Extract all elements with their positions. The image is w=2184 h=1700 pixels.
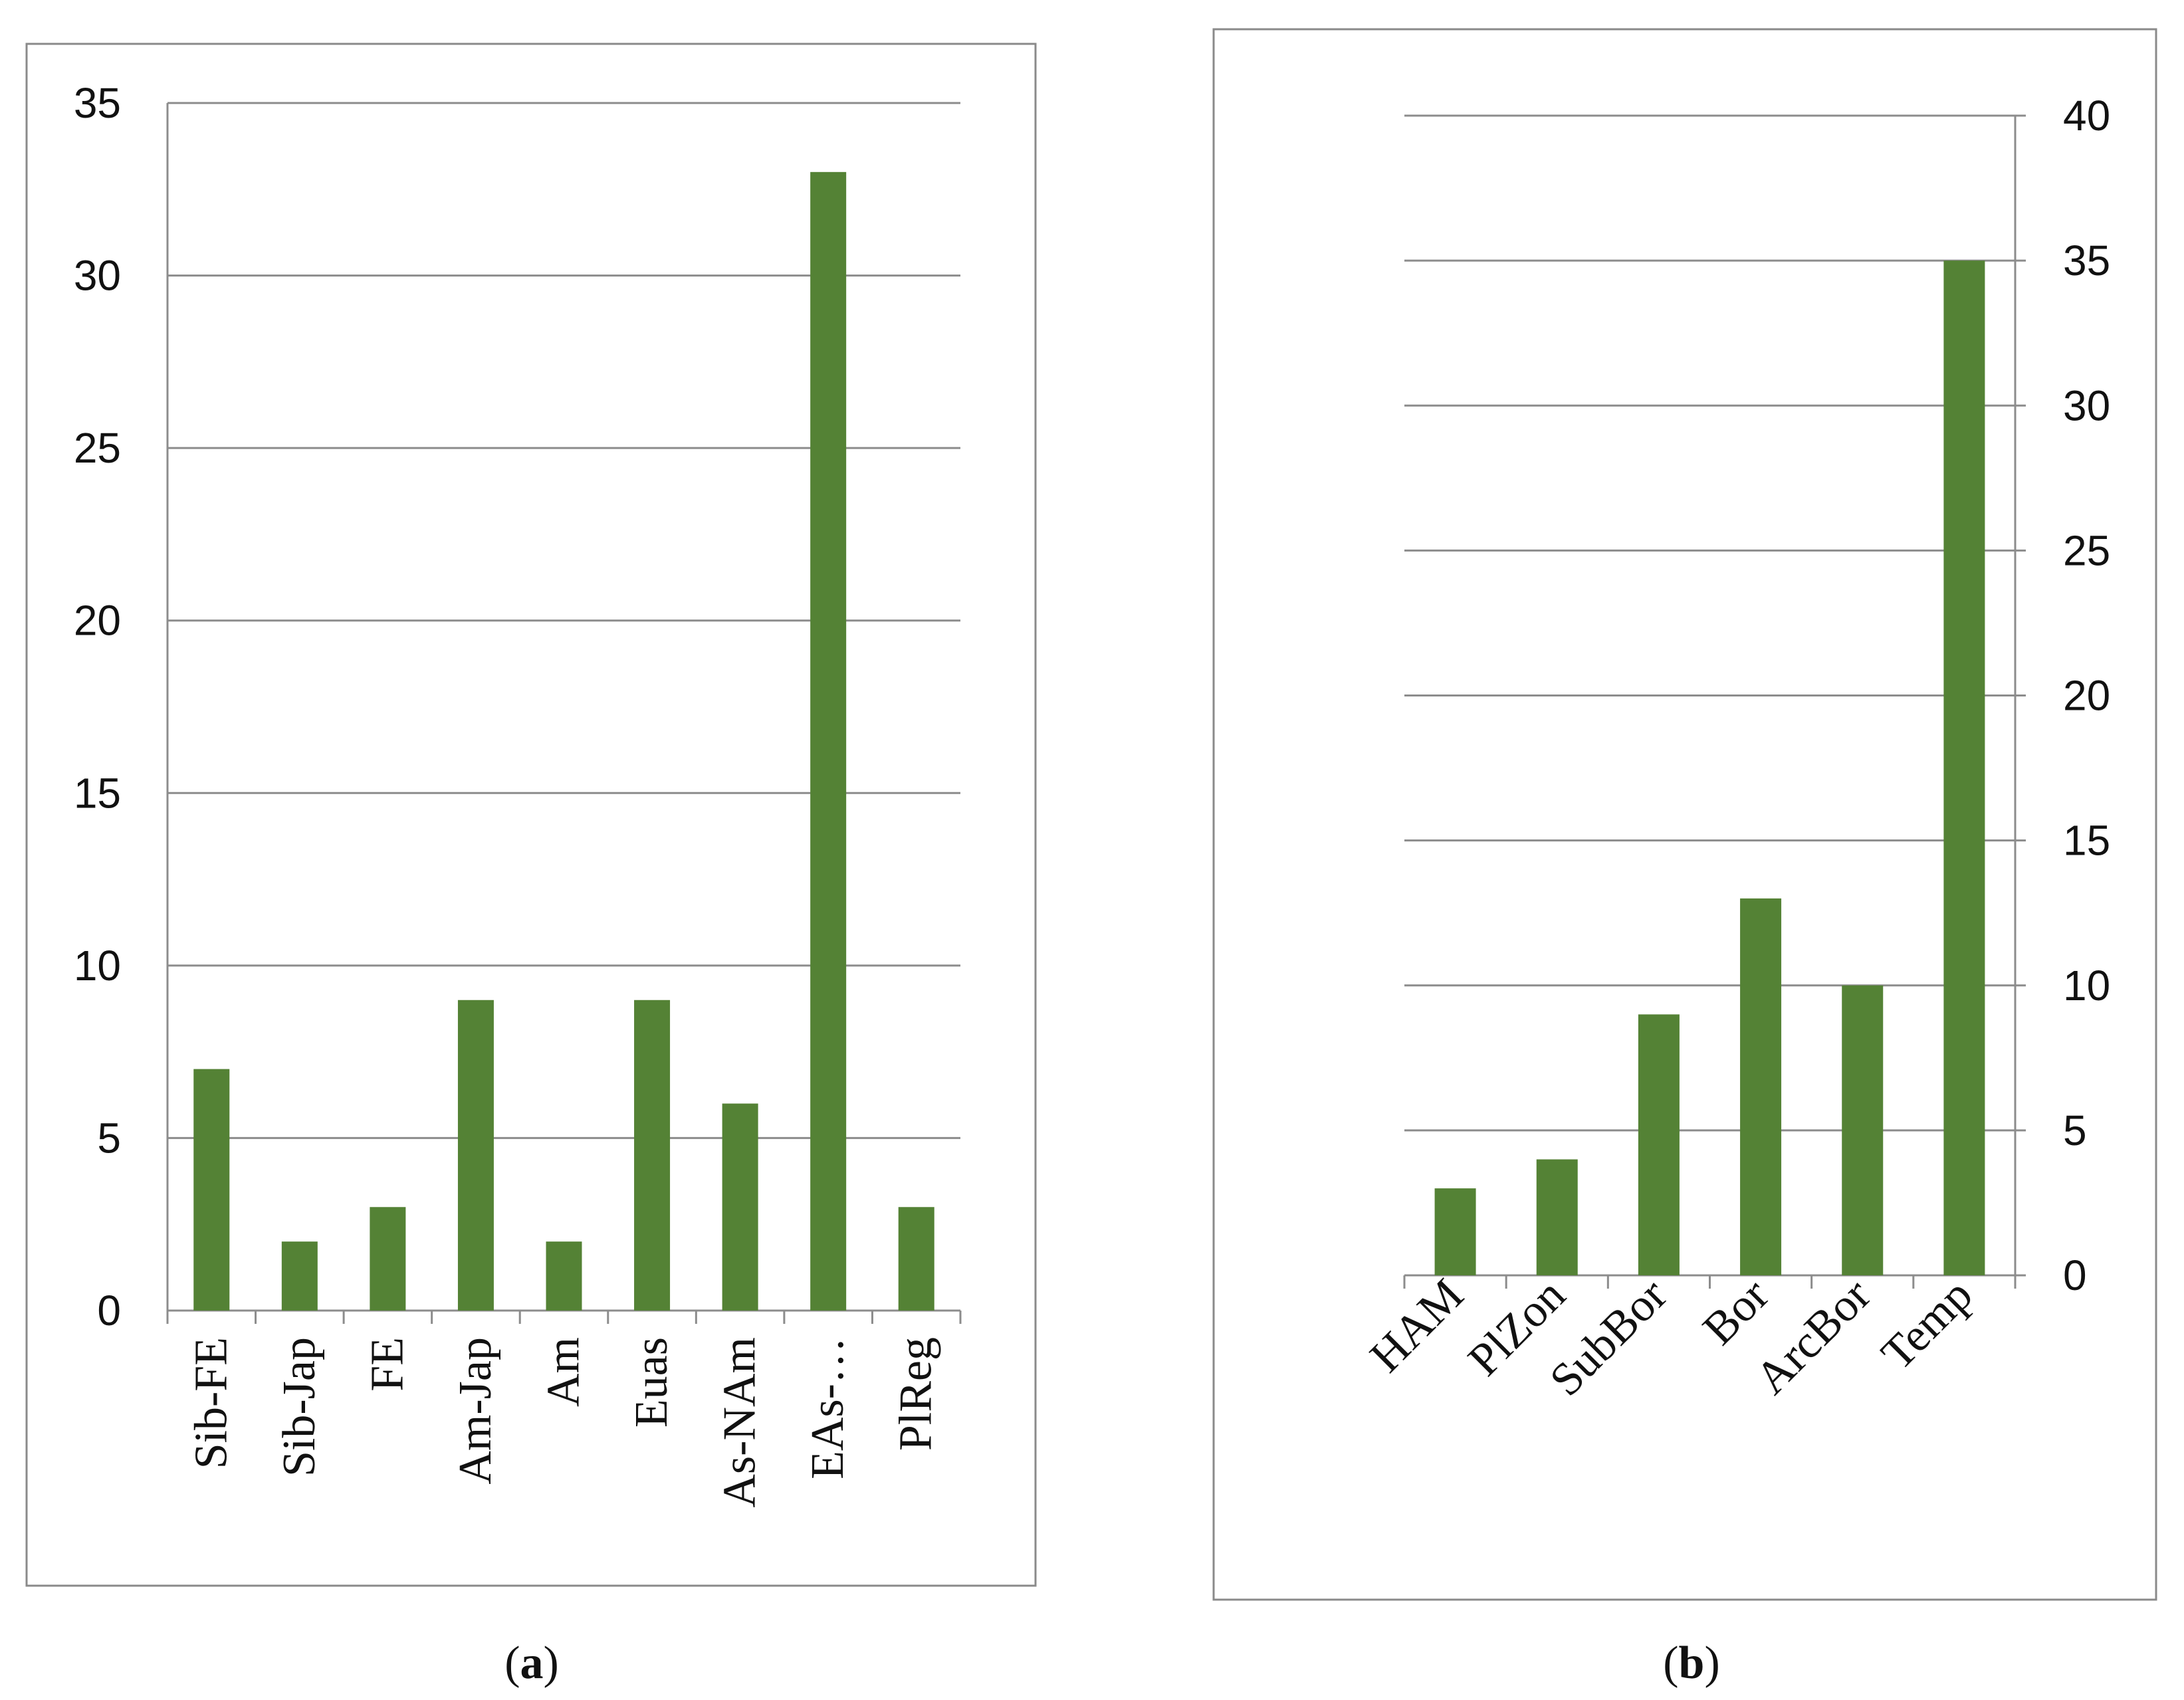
panel-a-ytick-label: 5 — [97, 1114, 121, 1162]
caption-b: (b) — [1663, 1638, 1720, 1689]
panel-a-bar-Sib-FE — [193, 1069, 230, 1311]
panel-b-bar-ArcBor — [1842, 985, 1884, 1275]
panel-a-xtick-label: Euas — [626, 1337, 677, 1428]
panel-a-xtick-label: PlReg — [891, 1337, 942, 1451]
panel-a-xtick-label: Sib-FE — [185, 1337, 237, 1469]
panel-a-bar-Sib-Jap — [281, 1241, 318, 1311]
panel-a-bar-PlReg — [898, 1207, 934, 1311]
caption-a: (a) — [504, 1638, 559, 1689]
panel-a-ytick-label: 35 — [74, 79, 121, 127]
panel-b-ytick-label: 25 — [2063, 526, 2110, 574]
panel-a-ytick-label: 0 — [97, 1287, 121, 1334]
panel-b-ytick-label: 5 — [2063, 1107, 2087, 1154]
panel-a-bar-Am-Jap — [457, 1000, 494, 1311]
panel-a-ytick-label: 25 — [74, 424, 121, 472]
panel-a-xtick-label: EAs-… — [802, 1337, 853, 1479]
panel-b-bar-HAM — [1434, 1188, 1476, 1275]
panel-a-xtick-label: Am — [538, 1337, 590, 1407]
panel-a-ytick-label: 15 — [74, 769, 121, 817]
panel-a-xtick-label: Am-Jap — [450, 1337, 501, 1485]
panel-a-ytick-label: 30 — [74, 252, 121, 300]
panel-b-bar-Bor — [1740, 898, 1782, 1275]
panel-b-ytick-label: 30 — [2063, 381, 2110, 429]
panel-a-xtick-label: FE — [362, 1337, 413, 1392]
panel-b-ytick-label: 35 — [2063, 237, 2110, 284]
panel-b-ytick-label: 40 — [2063, 92, 2110, 140]
panel-b-ytick-label: 0 — [2063, 1251, 2087, 1299]
panel-b-bar-SubBor — [1638, 1014, 1680, 1275]
panel-b-ytick-label: 10 — [2063, 962, 2110, 1009]
panel-a-bar-Am — [546, 1241, 582, 1311]
panel-b-frame — [1212, 28, 2157, 1601]
panel-a-bar-As-NAm — [722, 1103, 758, 1311]
panel-b-bar-Temp — [1943, 261, 1985, 1275]
panel-a-bar-Euas — [634, 1000, 671, 1311]
panel-b-ytick-label: 20 — [2063, 672, 2110, 720]
panel-a-ytick-label: 20 — [74, 597, 121, 645]
panel-a-xtick-label: Sib-Jap — [274, 1337, 325, 1477]
panel-a-ytick-label: 10 — [74, 942, 121, 990]
panel-a-bar-FE — [370, 1207, 406, 1311]
panel-a-bar-EAs-… — [810, 171, 847, 1311]
chart-panel-a: 0 5 10 15 20 25 30 35 Sib-FE Sib-Jap FE Am-Jap Am Eua… — [25, 43, 1037, 1587]
panel-b-ytick-label: 15 — [2063, 817, 2110, 865]
panel-a-frame — [25, 43, 1037, 1587]
panel-b-bar-PlZon — [1536, 1159, 1578, 1275]
panel-a-xtick-label: As-NAm — [714, 1337, 766, 1508]
